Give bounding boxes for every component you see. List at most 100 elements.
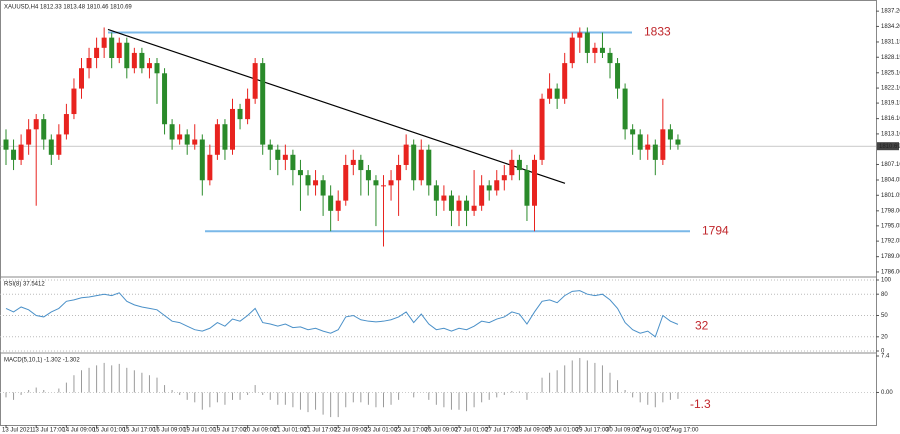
y-tick-label: 1831.15 bbox=[881, 40, 900, 46]
candle-body bbox=[358, 159, 364, 171]
candle-body bbox=[615, 63, 621, 89]
candle-body bbox=[577, 32, 583, 38]
candle-body bbox=[516, 159, 522, 171]
candle-body bbox=[184, 134, 190, 145]
x-tick-label: 21 Jul 01:00 bbox=[274, 428, 307, 434]
x-tick-label: 14 Jul 09:00 bbox=[62, 428, 95, 434]
candle-body bbox=[79, 68, 84, 89]
y-tick-label: 7.4 bbox=[881, 354, 890, 360]
candle-body bbox=[131, 52, 137, 69]
candle-body bbox=[237, 108, 243, 120]
candle-body bbox=[365, 170, 371, 181]
y-tick-label: 1837.20 bbox=[881, 9, 900, 15]
candle-body bbox=[637, 134, 643, 150]
last-price-label: 1810.69 bbox=[879, 144, 900, 150]
candle-body bbox=[486, 185, 492, 191]
candle-body bbox=[305, 175, 311, 186]
candle-body bbox=[320, 180, 326, 196]
x-tick-label: 20 Jul 09:00 bbox=[244, 428, 277, 434]
x-tick-label: 19 Jul 01:00 bbox=[183, 428, 216, 434]
trendline bbox=[107, 28, 566, 184]
candle-body bbox=[660, 129, 666, 160]
candle-body bbox=[214, 124, 220, 155]
candle-body bbox=[645, 144, 651, 150]
candle-body bbox=[56, 134, 62, 155]
candle-body bbox=[199, 139, 205, 181]
x-tick-label: 22 Jul 09:00 bbox=[334, 428, 367, 434]
candle-body bbox=[124, 42, 130, 69]
level-label: 1794 bbox=[702, 223, 729, 237]
annotation: -1.3 bbox=[690, 397, 711, 411]
candle-body bbox=[388, 180, 394, 186]
x-tick-label: 13 Jul 17:00 bbox=[32, 428, 65, 434]
candle-body bbox=[396, 164, 402, 181]
candle-body bbox=[426, 149, 432, 186]
candle-body bbox=[313, 180, 319, 186]
candle-body bbox=[275, 149, 281, 160]
y-tick-label: 50 bbox=[881, 313, 888, 319]
candle-body bbox=[539, 98, 545, 160]
candle-body bbox=[252, 63, 258, 99]
candle-body bbox=[18, 144, 24, 160]
candle-body bbox=[479, 185, 485, 206]
y-tick-label: 1813.10 bbox=[881, 131, 900, 137]
candle-body bbox=[86, 58, 92, 69]
y-tick-label: 1807.10 bbox=[881, 162, 900, 168]
y-tick-label: 1825.10 bbox=[881, 70, 900, 76]
candle-body bbox=[622, 88, 628, 130]
candle-body bbox=[569, 37, 575, 64]
candle-body bbox=[282, 154, 288, 160]
candle-body bbox=[418, 149, 424, 181]
candle-body bbox=[222, 124, 228, 150]
x-tick-label: 29 Jul 17:00 bbox=[576, 428, 609, 434]
candle-body bbox=[245, 98, 251, 120]
candle-body bbox=[599, 47, 605, 53]
candle-body bbox=[207, 154, 213, 181]
y-tick-label: 1801.05 bbox=[881, 193, 900, 199]
y-tick-label: 0 bbox=[881, 349, 885, 355]
panel-title: MACD(5,10,1) -1.302 -1.302 bbox=[4, 358, 80, 364]
candle-body bbox=[139, 52, 145, 69]
candle-body bbox=[584, 32, 590, 53]
x-tick-label: 15 Jul 17:00 bbox=[123, 428, 156, 434]
candle-body bbox=[11, 149, 17, 160]
plot-frame bbox=[0, 0, 877, 426]
x-tick-label: 15 Jul 01:00 bbox=[93, 428, 126, 434]
candle-body bbox=[109, 37, 115, 59]
candle-body bbox=[26, 129, 32, 145]
candle-body bbox=[297, 170, 303, 176]
y-tick-label: 1816.10 bbox=[881, 116, 900, 122]
y-tick-label: 20 bbox=[881, 334, 888, 340]
candle-body bbox=[290, 154, 296, 171]
y-tick-label: 80 bbox=[881, 292, 888, 298]
x-tick-label: 19 Jul 17:00 bbox=[213, 428, 246, 434]
candle-body bbox=[350, 159, 356, 165]
candle-body bbox=[116, 42, 122, 59]
candle-body bbox=[343, 164, 349, 201]
candle-body bbox=[532, 159, 537, 206]
candle-body bbox=[494, 180, 500, 191]
y-tick-label: 1804.05 bbox=[881, 178, 900, 184]
candle-body bbox=[448, 195, 454, 211]
candle-body bbox=[652, 144, 658, 160]
candle-body bbox=[71, 88, 77, 115]
candle-body bbox=[260, 63, 266, 145]
candle-body bbox=[607, 52, 613, 64]
candle-body bbox=[381, 185, 386, 187]
x-tick-label: 27 Jul 17:00 bbox=[485, 428, 518, 434]
candle-body bbox=[524, 170, 530, 206]
x-tick-label: 26 Jul 09:00 bbox=[425, 428, 458, 434]
candle-body bbox=[48, 139, 54, 155]
candle-body bbox=[554, 88, 560, 99]
y-tick-label: 1792.05 bbox=[881, 239, 900, 245]
x-tick-label: 27 Jul 01:00 bbox=[455, 428, 488, 434]
candle-body bbox=[592, 47, 598, 53]
candle-body bbox=[471, 205, 477, 211]
x-tick-label: 13 Jul 2021 bbox=[2, 428, 34, 434]
candle-body bbox=[192, 139, 198, 145]
x-tick-label: 30 Jul 09:00 bbox=[606, 428, 639, 434]
x-tick-label: 2 Aug 17:00 bbox=[666, 428, 699, 434]
y-tick-label: 100 bbox=[881, 278, 892, 284]
candle-body bbox=[456, 200, 462, 211]
